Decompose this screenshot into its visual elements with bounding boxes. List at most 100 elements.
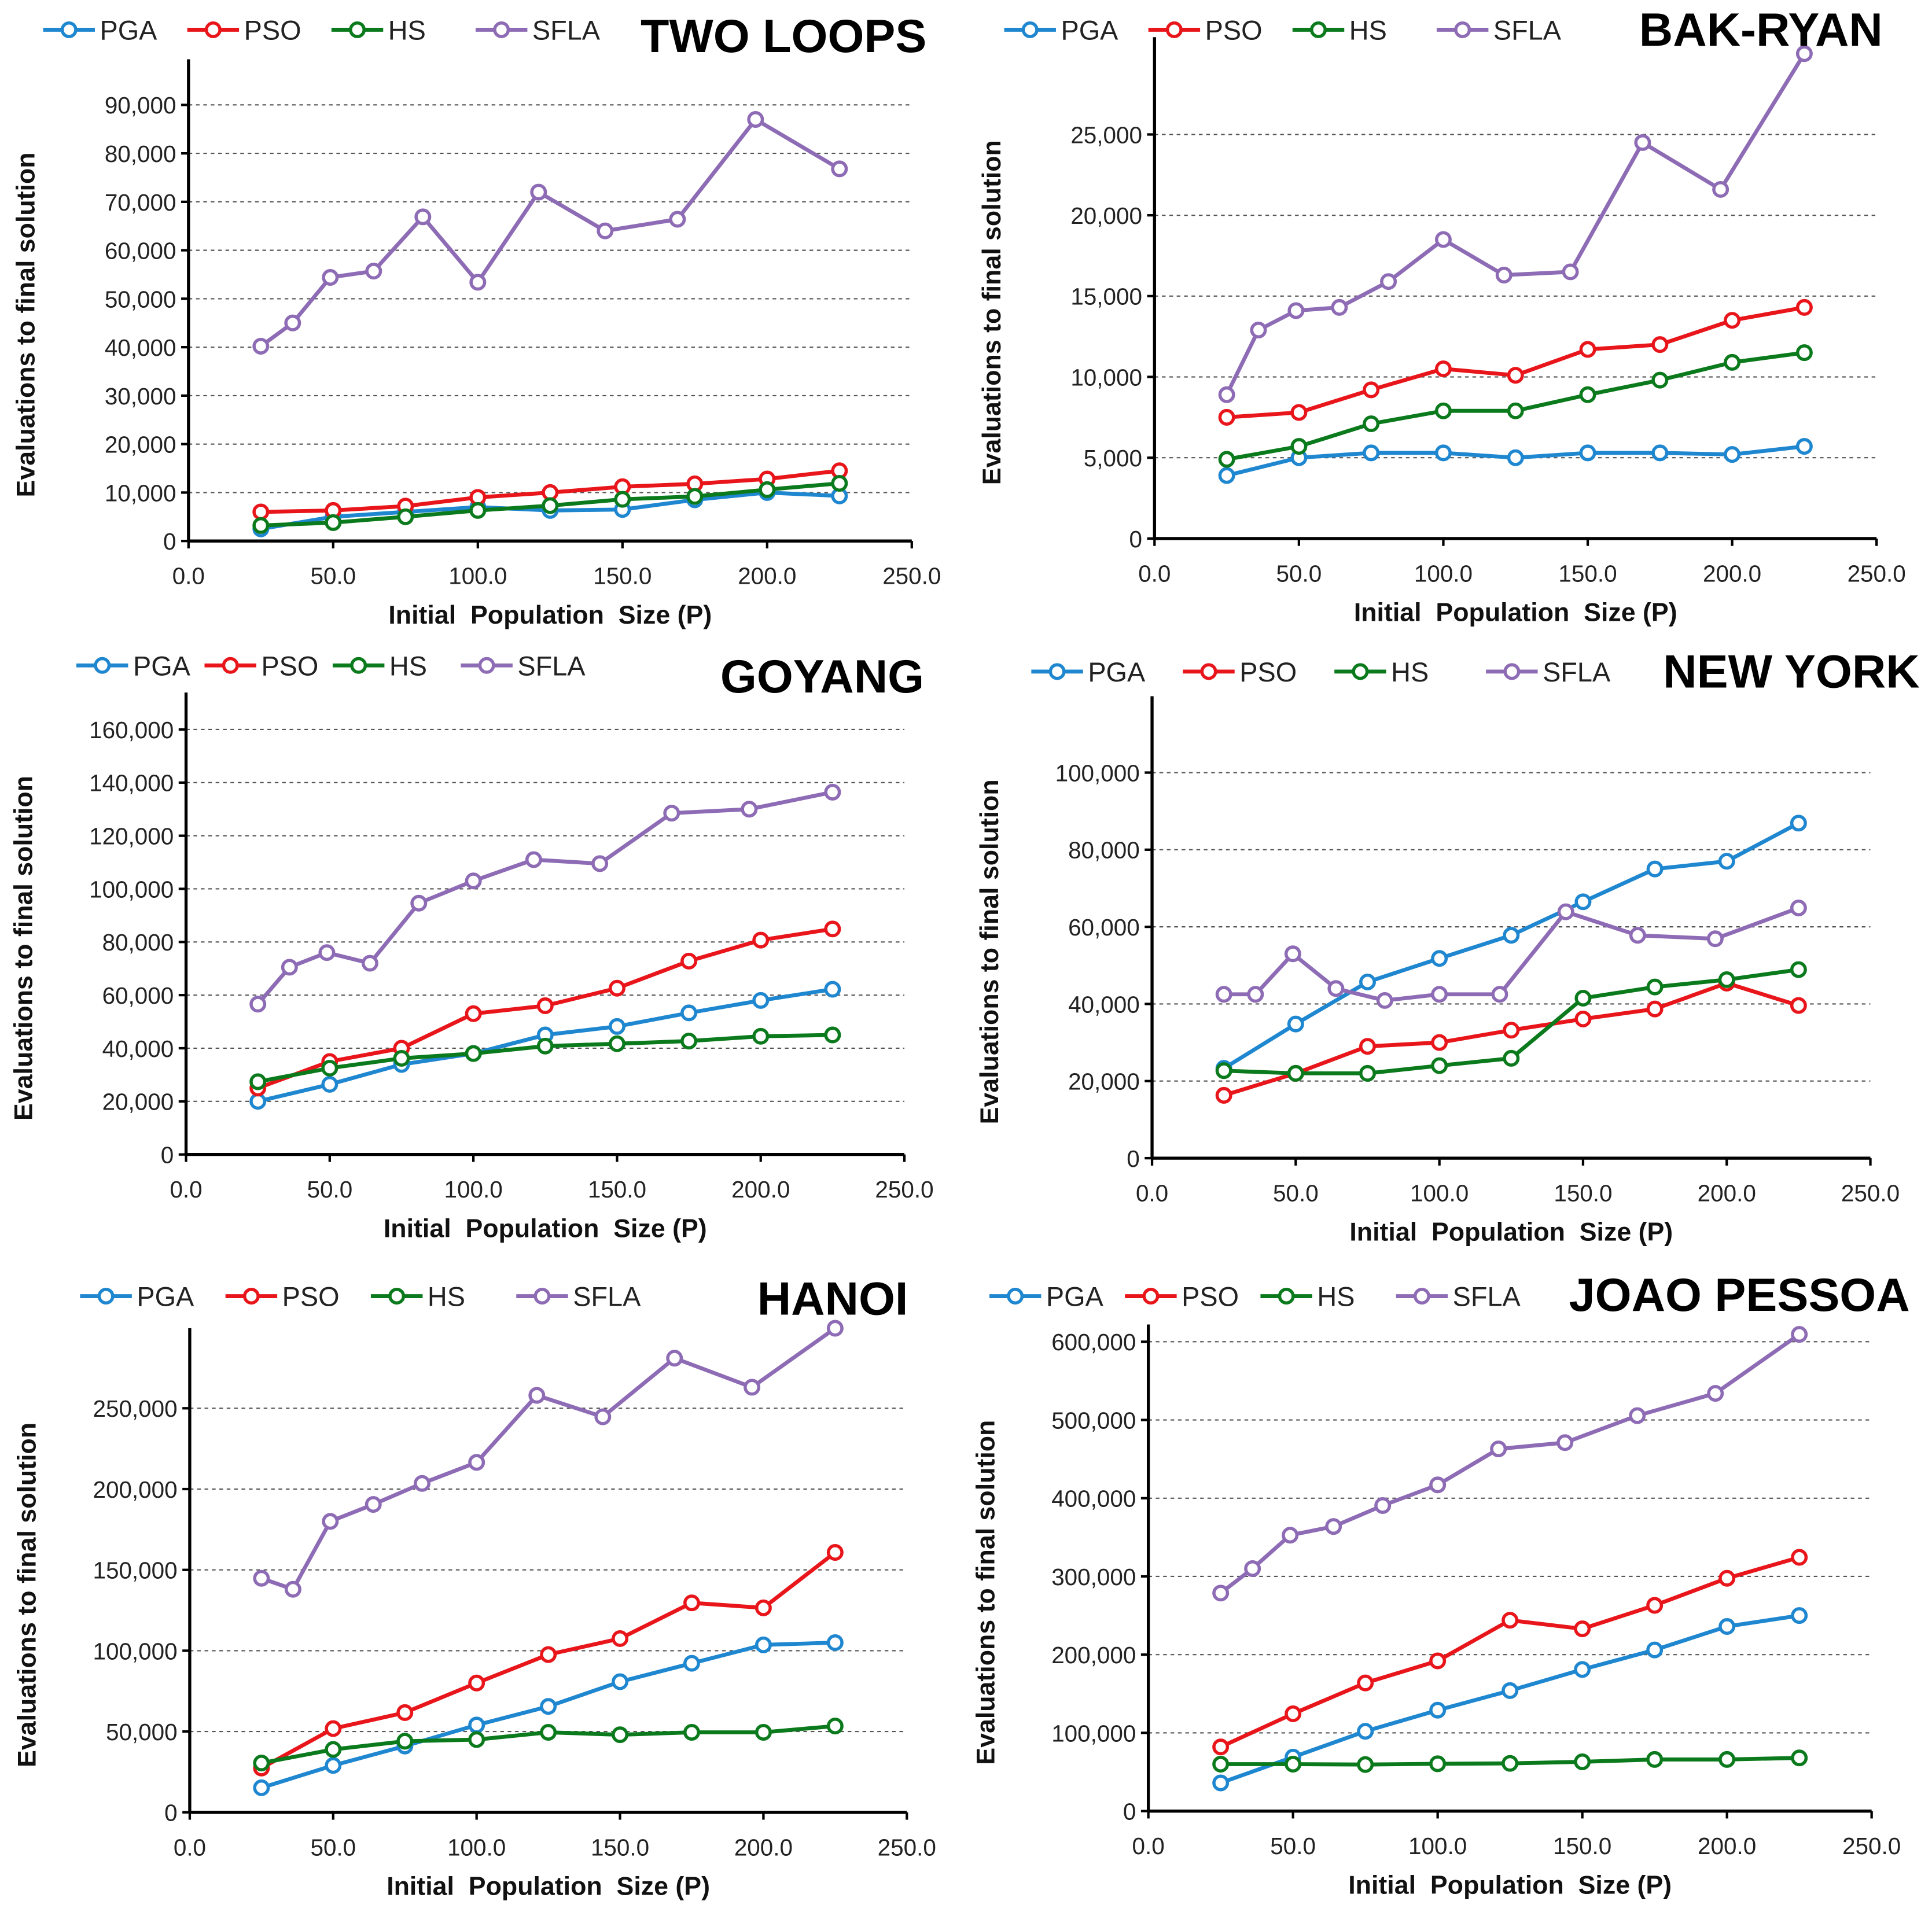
data-point-hs	[614, 491, 631, 508]
legend-label: PGA	[1046, 1282, 1104, 1312]
data-point-pso	[325, 1720, 342, 1737]
data-point-sfla	[669, 211, 686, 228]
data-point-sfla	[1795, 45, 1813, 62]
y-tick-label: 300,000	[1051, 1564, 1136, 1590]
data-point-pso	[1718, 1569, 1736, 1587]
data-point-sfla	[1495, 267, 1513, 283]
data-point-pso	[1651, 336, 1669, 353]
y-axis-label: Evaluations to final solution	[12, 152, 41, 497]
x-tick-label: 100.0	[1408, 1833, 1467, 1859]
data-point-sfla	[252, 337, 270, 355]
x-axis-label: Initial Population Size (P)	[384, 1214, 707, 1243]
data-point-sfla	[1244, 1560, 1261, 1577]
legend-marker	[478, 657, 495, 674]
data-point-hs	[468, 1731, 485, 1748]
data-point-hs	[686, 488, 704, 505]
chart-panel-goyang: 0 20,000 40,000 60,000 80,000 100,000 120,000 1…	[9, 651, 933, 1243]
legend-label: PSO	[282, 1282, 340, 1312]
legend-label: HS	[388, 15, 426, 45]
y-axis-label: Evaluations to final solution	[971, 1420, 1000, 1765]
legend-item-pso: PSO	[187, 15, 301, 45]
y-tick-label: 60,000	[102, 982, 174, 1009]
data-point-pga	[1502, 1682, 1519, 1699]
data-point-pso	[536, 997, 554, 1014]
legend-label: PGA	[1061, 15, 1118, 45]
legend-marker	[204, 21, 222, 38]
data-point-sfla	[365, 263, 382, 280]
legend-label: HS	[1317, 1282, 1355, 1312]
x-tick-label: 0.0	[1138, 560, 1171, 587]
legend-item-pso: PSO	[1148, 15, 1263, 45]
data-point-hs	[1287, 1064, 1304, 1082]
data-point-hs	[1790, 961, 1807, 978]
data-point-sfla	[1331, 299, 1348, 316]
data-point-pso	[1218, 408, 1235, 426]
legend-label: PSO	[244, 15, 301, 45]
data-point-pga	[1218, 467, 1235, 484]
data-point-sfla	[594, 1408, 612, 1425]
x-tick-label: 250.0	[1842, 1833, 1901, 1859]
series-line-pga	[260, 1641, 836, 1790]
data-point-pga	[321, 1075, 338, 1093]
legend-item-hs: HS	[331, 15, 426, 45]
data-point-pso	[252, 503, 270, 521]
series-pso	[1215, 974, 1807, 1104]
data-point-pso	[1579, 341, 1596, 358]
series-pga	[253, 1634, 844, 1796]
data-point-sfla	[1791, 1326, 1808, 1343]
chart-panel-joao-pessoa: 0 100,000 200,000 300,000 400,000 500,000 600,…	[971, 1269, 1909, 1899]
data-point-sfla	[831, 160, 848, 178]
series-line-sfla	[256, 790, 833, 1005]
y-tick-label: 120,000	[89, 823, 174, 850]
legend-item-hs: HS	[370, 1282, 465, 1312]
x-axis-label: Initial Population Size (P)	[1349, 1218, 1673, 1247]
x-tick-label: 200.0	[1698, 1833, 1756, 1859]
x-tick-label: 100.0	[1410, 1180, 1469, 1207]
data-point-pga	[1434, 444, 1452, 462]
data-point-pga	[1359, 973, 1376, 990]
data-point-hs	[1724, 353, 1741, 371]
data-point-pso	[680, 952, 698, 970]
legend-marker	[1165, 21, 1183, 38]
data-point-pso	[1790, 997, 1807, 1014]
data-point-pso	[1795, 299, 1813, 316]
legend-marker	[97, 1288, 115, 1305]
data-point-pso	[1574, 1010, 1592, 1027]
y-tick-label: 30,000	[105, 383, 176, 410]
data-point-sfla	[1247, 986, 1264, 1003]
data-point-hs	[1718, 1751, 1736, 1768]
data-point-sfla	[249, 996, 267, 1013]
legend-marker	[1413, 1288, 1430, 1305]
x-tick-label: 50.0	[307, 1176, 352, 1203]
y-tick-label: 15,000	[1070, 283, 1142, 310]
legend-marker	[60, 21, 78, 38]
data-point-sfla	[663, 805, 680, 822]
data-point-sfla	[525, 851, 542, 868]
x-tick-label: 150.0	[588, 1176, 646, 1203]
y-tick-label: 200,000	[1051, 1642, 1136, 1668]
x-tick-label: 150.0	[1553, 1833, 1611, 1859]
legend-label: PGA	[1088, 657, 1146, 687]
legend-marker	[493, 21, 510, 38]
legend-item-sfla: SFLA	[475, 15, 601, 45]
y-tick-label: 250,000	[93, 1395, 177, 1422]
data-point-hs	[1212, 1756, 1230, 1773]
x-axis-label: Initial Population Size (P)	[388, 601, 712, 629]
series-pga	[1218, 438, 1813, 484]
y-tick-label: 25,000	[1070, 121, 1142, 148]
data-point-sfla	[666, 1350, 683, 1367]
y-tick-label: 10,000	[105, 480, 176, 506]
data-point-sfla	[1629, 927, 1646, 944]
y-tick-label: 140,000	[89, 770, 174, 797]
x-tick-label: 250.0	[875, 1176, 933, 1203]
y-tick-label: 40,000	[102, 1036, 174, 1062]
series-pga	[1212, 1607, 1808, 1792]
x-tick-label: 200.0	[731, 1176, 790, 1203]
data-point-sfla	[597, 222, 614, 240]
data-point-pso	[1215, 1086, 1232, 1104]
x-tick-label: 100.0	[444, 1176, 503, 1203]
data-point-hs	[1357, 1756, 1374, 1773]
x-tick-label: 250.0	[1848, 560, 1906, 587]
y-tick-label: 40,000	[1068, 991, 1140, 1018]
